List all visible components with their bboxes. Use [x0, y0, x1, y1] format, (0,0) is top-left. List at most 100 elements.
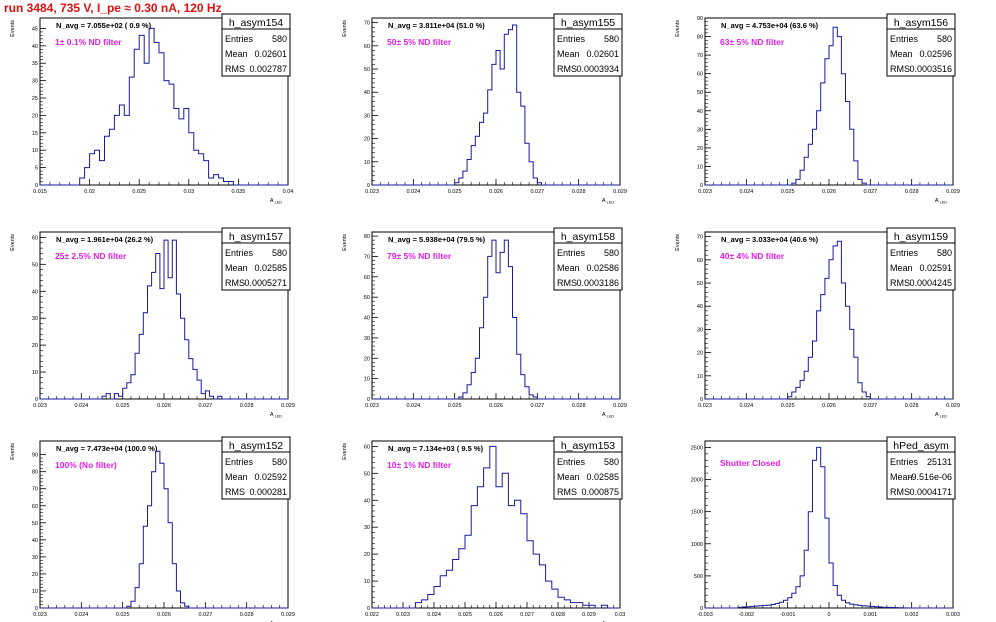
stats-box: h_asym152 Entries 580 Mean 0.02592 RMS 0.00028…: [221, 436, 291, 500]
x-tick-label: 0.001: [863, 612, 877, 618]
x-tick-label: 0.025: [781, 189, 795, 195]
y-tick-label: 500: [694, 574, 703, 580]
stat-value: 580: [937, 34, 952, 44]
x-tick-label: 0.003: [946, 612, 960, 618]
x-tick-label: 0.029: [946, 189, 960, 195]
y-tick-label: 30: [364, 336, 370, 342]
x-tick-label: 0.023: [396, 612, 410, 618]
x-tick-label: 0.028: [905, 189, 919, 195]
y-tick-label: 5: [35, 166, 38, 172]
x-tick-label: 0.029: [582, 612, 596, 618]
stats-box: h_asym156 Entries 580 Mean 0.02596 RMS 0.00035…: [886, 13, 956, 77]
filter-annotation: 40± 4% ND filter: [720, 251, 785, 261]
histogram-panel-h_asym159: 0 10 20 30 40 50 60 70 0.023 0.024 0.025 0.026 0.027…: [675, 227, 960, 419]
stat-value: 0.0003934: [576, 64, 619, 74]
histogram-name: h_asym155: [561, 17, 615, 29]
x-tick-label: 0.025: [116, 403, 130, 409]
y-tick-label: 40: [32, 44, 38, 50]
stat-label: Mean: [890, 263, 913, 273]
y-tick-label: 0: [35, 606, 38, 612]
stat-value: 580: [937, 248, 952, 258]
y-tick-label: 40: [697, 304, 703, 310]
y-tick-label: 40: [32, 538, 38, 544]
histogram-panel-h_asym156: 0 10 20 30 40 50 60 70 80 90 0.023 0.024 0.025 0.026 0…: [675, 13, 960, 205]
stat-value: 0.02596: [919, 49, 952, 59]
y-tick-label: 20: [364, 552, 370, 558]
y-tick-label: 50: [364, 471, 370, 477]
stats-box: h_asym155 Entries 580 Mean 0.02601 RMS 0.00039…: [553, 13, 623, 77]
x-tick-label: 0.023: [365, 403, 379, 409]
filter-annotation: Shutter Closed: [720, 458, 780, 468]
x-tick-label: 0.03: [183, 189, 194, 195]
y-tick-label: 20: [32, 113, 38, 119]
stats-box: h_asym158 Entries 580 Mean 0.02586 RMS 0.00031…: [553, 227, 623, 291]
x-tick-label: 0.025: [781, 403, 795, 409]
x-tick-label: 0.026: [489, 189, 503, 195]
y-tick-label: 0: [367, 606, 370, 612]
y-axis-label: Events: [342, 234, 348, 251]
y-tick-label: 90: [697, 16, 703, 22]
y-tick-label: 40: [364, 316, 370, 322]
histogram-series: [372, 24, 620, 186]
stats-box-frame: [886, 13, 956, 77]
stat-label: RMS: [557, 278, 577, 288]
x-tick-label: 0.024: [739, 403, 753, 409]
x-tick-label: 0.027: [520, 612, 534, 618]
stat-value: 0.0005271: [244, 278, 287, 288]
histogram-series: [40, 27, 288, 186]
stat-label: Entries: [225, 248, 254, 258]
x-tick-label: 0.024: [427, 612, 441, 618]
x-tick-label: 0.024: [74, 403, 88, 409]
x-tick-label: 0.029: [281, 612, 295, 618]
x-tick-label: -0.001: [780, 612, 796, 618]
x-tick-label: 0.023: [33, 403, 47, 409]
y-tick-label: 10: [32, 148, 38, 154]
y-tick-label: 0: [367, 397, 370, 403]
stat-value: 0.02585: [586, 472, 619, 482]
x-tick-label: 0.03: [615, 612, 626, 618]
x-tick-label: 0.023: [33, 612, 47, 618]
histogram-panel-h_asym152: 0 10 20 30 40 50 60 70 80 90 0.023 0.024 0.025 0.026 0…: [10, 436, 295, 622]
x-tick-label: 0.028: [905, 403, 919, 409]
y-tick-label: 30: [32, 79, 38, 85]
stats-box-frame: [553, 227, 623, 291]
navg-label: N_avg = 7.134e+03 ( 9.5 %): [388, 444, 484, 453]
y-tick-label: 60: [32, 504, 38, 510]
y-tick-label: 10: [32, 370, 38, 376]
filter-annotation: 1± 0.1% ND filter: [55, 37, 122, 47]
stat-value: 0.02591: [919, 263, 952, 273]
x-tick-label: 0.026: [489, 403, 503, 409]
y-tick-label: 15: [32, 131, 38, 137]
y-tick-label: 45: [32, 26, 38, 32]
y-tick-label: 80: [697, 35, 703, 41]
x-tick-label: -0.002: [739, 612, 755, 618]
y-tick-label: 30: [364, 113, 370, 119]
y-tick-label: 60: [364, 444, 370, 450]
x-tick-label: 0.024: [406, 403, 420, 409]
filter-annotation: 50± 5% ND filter: [387, 37, 452, 47]
histogram-panel-h_asym155: 0 10 20 30 40 50 60 70 0.023 0.024 0.025 0.026 0.027…: [342, 13, 627, 205]
stats-box-frame: [553, 13, 623, 77]
stat-value: -9.516e-06: [908, 472, 952, 482]
y-tick-label: 10: [32, 589, 38, 595]
y-tick-label: 60: [697, 258, 703, 264]
navg-label: N_avg = 4.753e+04 (63.6 %): [721, 21, 819, 30]
x-tick-label: 0.029: [613, 189, 627, 195]
x-tick-label: 0.028: [240, 612, 254, 618]
stat-value: 0.000875: [581, 487, 619, 497]
stat-value: 0.02601: [586, 49, 619, 59]
stat-label: Mean: [557, 263, 580, 273]
stat-label: RMS: [225, 278, 245, 288]
histogram-series: [40, 450, 288, 609]
y-tick-label: 20: [32, 572, 38, 578]
y-tick-label: 25: [32, 96, 38, 102]
histogram-name: h_asym157: [229, 231, 283, 243]
y-tick-label: 0: [35, 397, 38, 403]
y-tick-label: 0: [700, 397, 703, 403]
x-tick-label: 0.023: [698, 189, 712, 195]
x-tick-label: 0.002: [905, 612, 919, 618]
histogram-series: [372, 445, 620, 609]
histogram-series: [705, 240, 953, 400]
stat-value: 580: [604, 248, 619, 258]
